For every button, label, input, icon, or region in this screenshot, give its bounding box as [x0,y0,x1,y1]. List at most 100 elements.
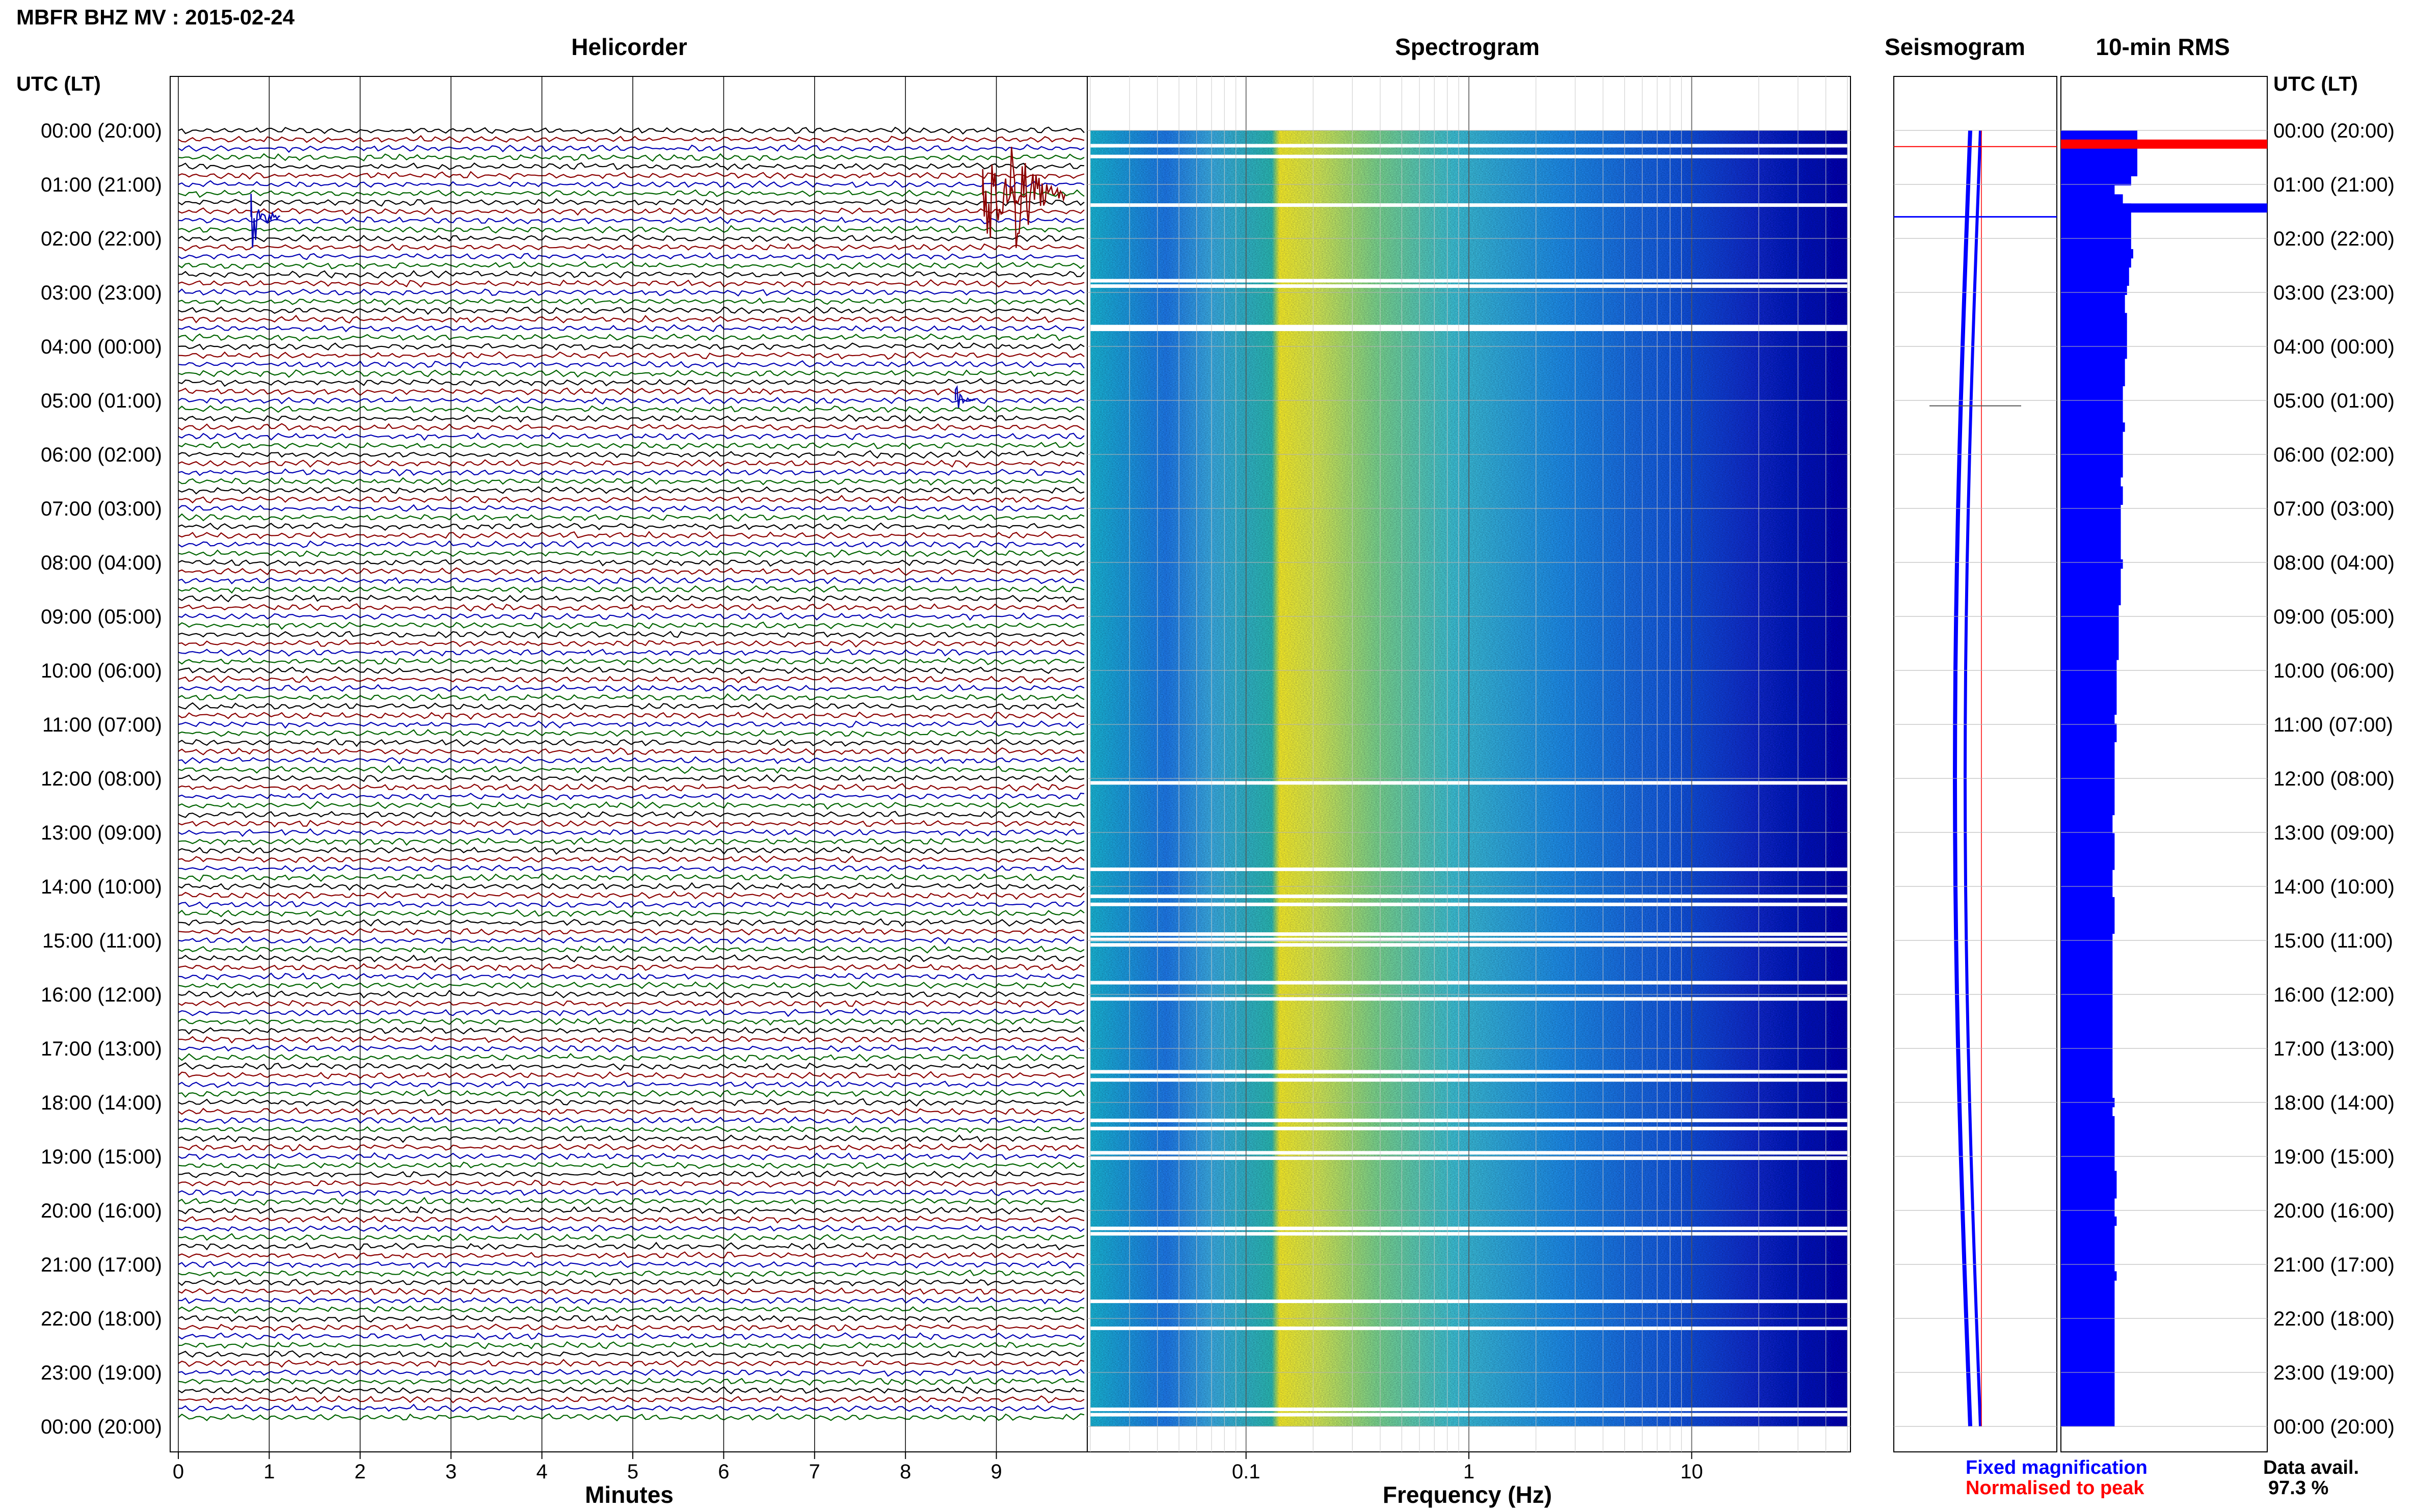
rms-bar [2061,395,2123,404]
time-tick-label-left: 16:00 (12:00) [41,984,162,1006]
helicorder-trace [178,765,1084,774]
rms-bar [2061,1052,2113,1062]
helicorder-trace [178,585,1085,594]
time-tick-label-left: 17:00 (13:00) [41,1038,162,1060]
rms-bar [2061,687,2117,697]
rms-bar [2061,477,2121,487]
rms-bar [2061,523,2121,532]
rms-bar [2061,1262,2115,1272]
helicorder-trace [178,1368,1085,1377]
rms-bar [2061,340,2127,350]
rms-bar [2061,185,2115,195]
helicorder-trace [178,837,1085,846]
helicorder-trace [178,873,1085,882]
rms-bar [2061,632,2119,642]
helicorder-trace [178,1386,1085,1395]
rms-bar [2061,495,2123,505]
rms-bar [2061,313,2127,322]
minute-tick-label: 7 [809,1461,820,1483]
spectrogram-title: Spectrogram [1395,34,1540,60]
helicorder-trace [178,1215,1085,1224]
helicorder-trace [178,936,1085,945]
helicorder-trace [178,594,1085,603]
rms-title: 10-min RMS [2096,34,2230,60]
rms-bar [2061,787,2115,797]
rms-bar [2061,294,2125,304]
helicorder-trace [178,297,1085,306]
time-axis-header-right: UTC (LT) [2273,73,2358,95]
helicorder-trace [178,819,1085,828]
rms-bar [2061,1043,2113,1052]
time-tick-label-left: 07:00 (03:00) [41,498,162,520]
time-tick-label-left: 04:00 (00:00) [41,336,162,358]
rms-bar [2061,504,2121,514]
helicorder-trace [178,261,1085,270]
helicorder-trace [178,1053,1085,1062]
rms-bar [2061,714,2115,724]
helicorder-trace [178,639,1085,648]
rms-bar [2061,304,2125,313]
helicorder-trace [178,890,1085,900]
rms-bar [2061,1207,2115,1217]
time-tick-label-right: 23:00 (19:00) [2273,1362,2395,1384]
time-tick-label-right: 20:00 (16:00) [2273,1200,2395,1222]
rms-bar [2061,751,2115,761]
helicorder-frame [170,76,1088,1452]
time-tick-label-left: 08:00 (04:00) [41,552,162,574]
rms-bar [2061,559,2123,569]
rms-bar [2061,997,2113,1007]
rms-bar [2061,942,2113,952]
helicorder-trace [178,702,1085,711]
rms-bar [2061,422,2125,432]
time-tick-label-left: 09:00 (05:00) [41,606,162,628]
minute-tick-label: 4 [536,1461,547,1483]
helicorder-trace [178,864,1085,873]
time-tick-label-left: 12:00 (08:00) [41,768,162,790]
rms-bar [2061,1152,2115,1162]
helicorder-trace [178,243,1085,252]
helicorder-trace [178,126,1085,135]
rms-bar [2061,778,2115,788]
helicorder-traces [178,126,1085,1422]
time-tick-label-left: 00:00 (20:00) [41,1416,162,1438]
rms-bar [2061,1225,2115,1235]
time-tick-label-right: 12:00 (08:00) [2273,768,2395,790]
rms-bar [2061,796,2115,806]
helicorder-trace [178,324,1085,333]
helicorder-trace [178,693,1085,702]
time-tick-label-left: 20:00 (16:00) [41,1200,162,1222]
time-tick-label-right: 01:00 (21:00) [2273,174,2395,196]
minute-tick-label: 5 [627,1461,638,1483]
helicorder-trace [178,774,1085,782]
rms-bar [2061,1079,2113,1089]
rms-bar [2061,870,2113,879]
helicorder-trace [178,1197,1085,1206]
helicorder-trace [178,1233,1085,1241]
rms-bar [2061,441,2123,450]
rms-bar [2061,961,2113,970]
frequency-tick-label: 0.1 [1232,1461,1260,1483]
helicorder-trace [178,1278,1085,1287]
helicorder-trace [178,522,1085,531]
helicorder-trace [178,1260,1085,1269]
helicorder-trace [178,423,1085,432]
rms-bar [2061,651,2119,660]
frequency-tick-label: 1 [1463,1461,1474,1483]
x-axes: 0 1 2 3 4 5 6 7 8 9 0.1 1 10 [173,1452,1703,1483]
helicorder-trace [178,198,1085,207]
time-tick-label-left: 22:00 (18:00) [41,1308,162,1330]
helicorder-trace [178,567,1085,576]
rms-bar [2061,1089,2113,1098]
helicorder-trace [178,495,1085,504]
helicorder-trace [178,981,1085,990]
helicorder-trace [178,468,1085,477]
rms-bar [2061,267,2129,277]
rms-bar [2061,1289,2115,1299]
rms-bar [2061,1335,2115,1345]
rms-peak-bar [2061,203,2267,213]
helicorder-trace [178,1350,1085,1359]
rms-panel [2060,76,2268,1452]
helicorder-trace [178,1269,1085,1278]
helicorder-trace [178,387,1085,396]
